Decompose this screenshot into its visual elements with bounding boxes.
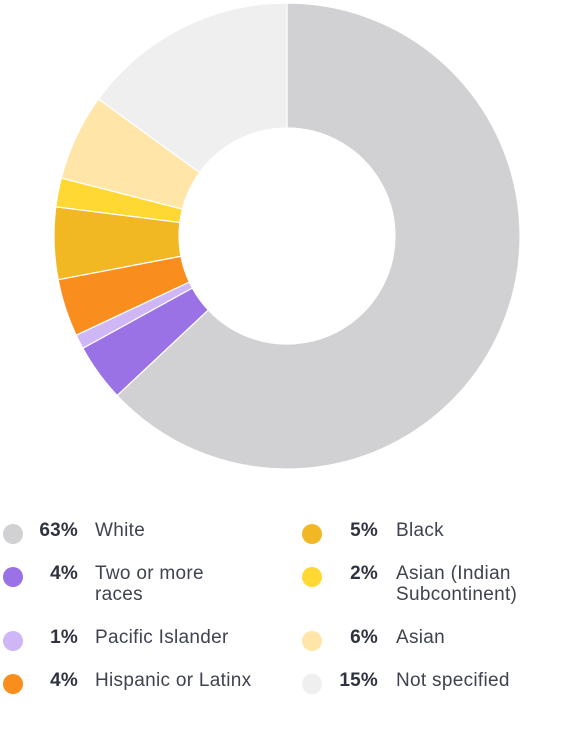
- legend-swatch-black: [302, 524, 322, 544]
- legend-value-pacific-islander: 1%: [50, 627, 78, 648]
- legend-value-asian-indian-subcontinent: 2%: [350, 563, 378, 584]
- donut-chart: [53, 2, 521, 470]
- legend-value-white: 63%: [39, 520, 78, 541]
- legend-value-black: 5%: [350, 520, 378, 541]
- legend-value-not-specified: 15%: [339, 670, 378, 691]
- legend-value-asian: 6%: [350, 627, 378, 648]
- legend-label-black: Black: [396, 520, 444, 541]
- legend-swatch-not-specified: [302, 674, 322, 694]
- legend-swatch-asian-indian-subcontinent: [302, 567, 322, 587]
- legend-swatch-two-or-more-races: [3, 567, 23, 587]
- legend-label-not-specified: Not specified: [396, 670, 510, 691]
- legend-swatch-asian: [302, 631, 322, 651]
- legend-label-white: White: [95, 520, 146, 541]
- legend-value-two-or-more-races: 4%: [50, 563, 78, 584]
- legend-label-asian-indian-subcontinent: Asian (Indian Subcontinent): [396, 563, 518, 605]
- legend-label-asian: Asian: [396, 627, 446, 648]
- legend-swatch-pacific-islander: [3, 631, 23, 651]
- legend-label-pacific-islander: Pacific Islander: [95, 627, 229, 648]
- slice-white: [116, 2, 521, 470]
- slice-not-specified: [97, 2, 288, 174]
- legend-swatch-white: [3, 524, 23, 544]
- legend-label-two-or-more-races: Two or more races: [95, 563, 204, 605]
- legend: 63% White 4% Two or more races 1% Pacifi…: [0, 516, 569, 716]
- legend-swatch-hispanic-or-latinx: [3, 674, 23, 694]
- legend-label-hispanic-or-latinx: Hispanic or Latinx: [95, 670, 252, 691]
- legend-value-hispanic-or-latinx: 4%: [50, 670, 78, 691]
